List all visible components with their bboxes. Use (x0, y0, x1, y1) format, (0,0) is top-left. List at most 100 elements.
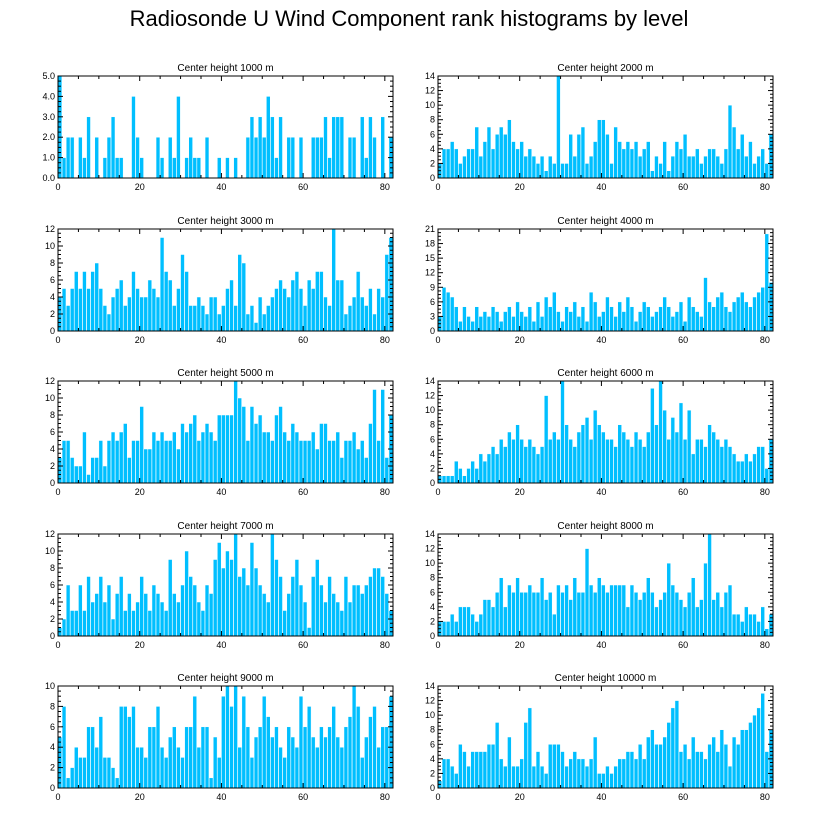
histogram-bar (286, 726, 291, 789)
histogram-bar (192, 157, 197, 179)
x-tick-label: 0 (435, 335, 440, 345)
histogram-bar (633, 758, 639, 789)
histogram-bar (633, 321, 639, 332)
histogram-bar (135, 136, 140, 179)
y-tick-label: 6 (50, 722, 55, 732)
histogram-bar (196, 157, 202, 179)
histogram-bar (135, 440, 140, 484)
y-tick-label: 4 (50, 742, 55, 752)
histogram-panel-4: Center height 4000 m 0 20 40 60 80 0 3 6 9 12 15 18 2… (425, 216, 774, 345)
histogram-bar (691, 577, 696, 637)
histogram-bar (74, 610, 79, 637)
histogram-bar (715, 751, 720, 789)
histogram-bar (139, 157, 144, 179)
histogram-bar (270, 533, 275, 637)
histogram-bar (535, 301, 541, 332)
histogram-bar (584, 548, 590, 637)
histogram-bar (270, 440, 275, 484)
histogram-bar (311, 576, 316, 637)
histogram-bar (543, 170, 549, 179)
histogram-bar (110, 431, 116, 484)
histogram-bar (682, 439, 688, 484)
histogram-bar (290, 136, 296, 179)
histogram-bar (748, 460, 753, 484)
histogram-bar (450, 141, 455, 179)
x-tick-label: 80 (760, 182, 770, 192)
histogram-bar (298, 288, 304, 332)
y-tick-label: 1.0 (42, 153, 55, 163)
histogram-bar (364, 584, 369, 637)
x-tick-label: 60 (678, 182, 688, 192)
histogram-bar (723, 148, 729, 179)
histogram-bar (523, 592, 528, 637)
histogram-bar (98, 440, 103, 484)
histogram-bar (576, 431, 582, 484)
x-tick-label: 60 (678, 487, 688, 497)
histogram-bar (588, 155, 594, 179)
histogram-bar (625, 751, 631, 789)
histogram-bar (633, 431, 639, 484)
histogram-bar (478, 453, 483, 484)
histogram-bar (82, 271, 87, 332)
histogram-bar (65, 305, 71, 332)
histogram-bar (196, 296, 202, 332)
histogram-bar (86, 576, 91, 637)
histogram-bar (642, 758, 647, 789)
y-tick-label: 10 (45, 241, 55, 251)
histogram-bar (470, 321, 475, 332)
histogram-bar (556, 311, 561, 332)
histogram-bar (735, 296, 741, 332)
histogram-bar (466, 468, 471, 484)
y-tick-label: 4 (430, 602, 435, 612)
histogram-bar (294, 431, 300, 484)
histogram-bar (613, 584, 618, 637)
histogram-bar (576, 134, 582, 179)
x-tick-label: 80 (380, 640, 390, 650)
histogram-bar (723, 592, 729, 637)
histogram-bar (253, 736, 259, 789)
histogram-bar (319, 136, 324, 179)
histogram-bar (74, 271, 79, 332)
histogram-bar (605, 439, 610, 484)
histogram-bar (490, 606, 496, 637)
histogram-bar (241, 262, 246, 332)
histogram-bar (155, 440, 161, 484)
histogram-bar (515, 301, 520, 332)
histogram-bar (176, 746, 181, 789)
x-tick-label: 80 (380, 335, 390, 345)
histogram-bar (294, 271, 300, 332)
histogram-bar (298, 440, 304, 484)
histogram-bar (486, 316, 492, 332)
histogram-bar (123, 610, 128, 637)
histogram-bar (278, 576, 283, 637)
histogram-bar (168, 279, 173, 332)
histogram-bar (543, 296, 549, 332)
histogram-bar (458, 744, 463, 789)
histogram-bar (70, 610, 75, 637)
histogram-bar (335, 279, 340, 332)
x-tick-label: 40 (216, 640, 226, 650)
histogram-bar (253, 136, 259, 179)
histogram-bar (605, 765, 610, 789)
histogram-bar (249, 406, 255, 484)
histogram-bar (380, 576, 385, 637)
histogram-bar (719, 446, 725, 484)
histogram-bar (462, 751, 467, 789)
histogram-bar (184, 431, 189, 484)
histogram-bar (633, 141, 639, 179)
histogram-bar (253, 322, 259, 332)
histogram-bar (686, 592, 692, 637)
histogram-bar (707, 301, 712, 332)
histogram-bar (568, 439, 573, 484)
histogram-bar (172, 305, 177, 332)
histogram-bar (286, 593, 291, 637)
histogram-bar (646, 431, 651, 484)
histogram-bar (625, 606, 631, 637)
histogram-bar (225, 685, 230, 789)
histogram-bar (752, 163, 757, 179)
histogram-bar (454, 460, 459, 484)
histogram-bar (519, 592, 524, 637)
histogram-bar (527, 306, 533, 332)
histogram-bar (613, 126, 618, 179)
x-tick-label: 60 (298, 182, 308, 192)
